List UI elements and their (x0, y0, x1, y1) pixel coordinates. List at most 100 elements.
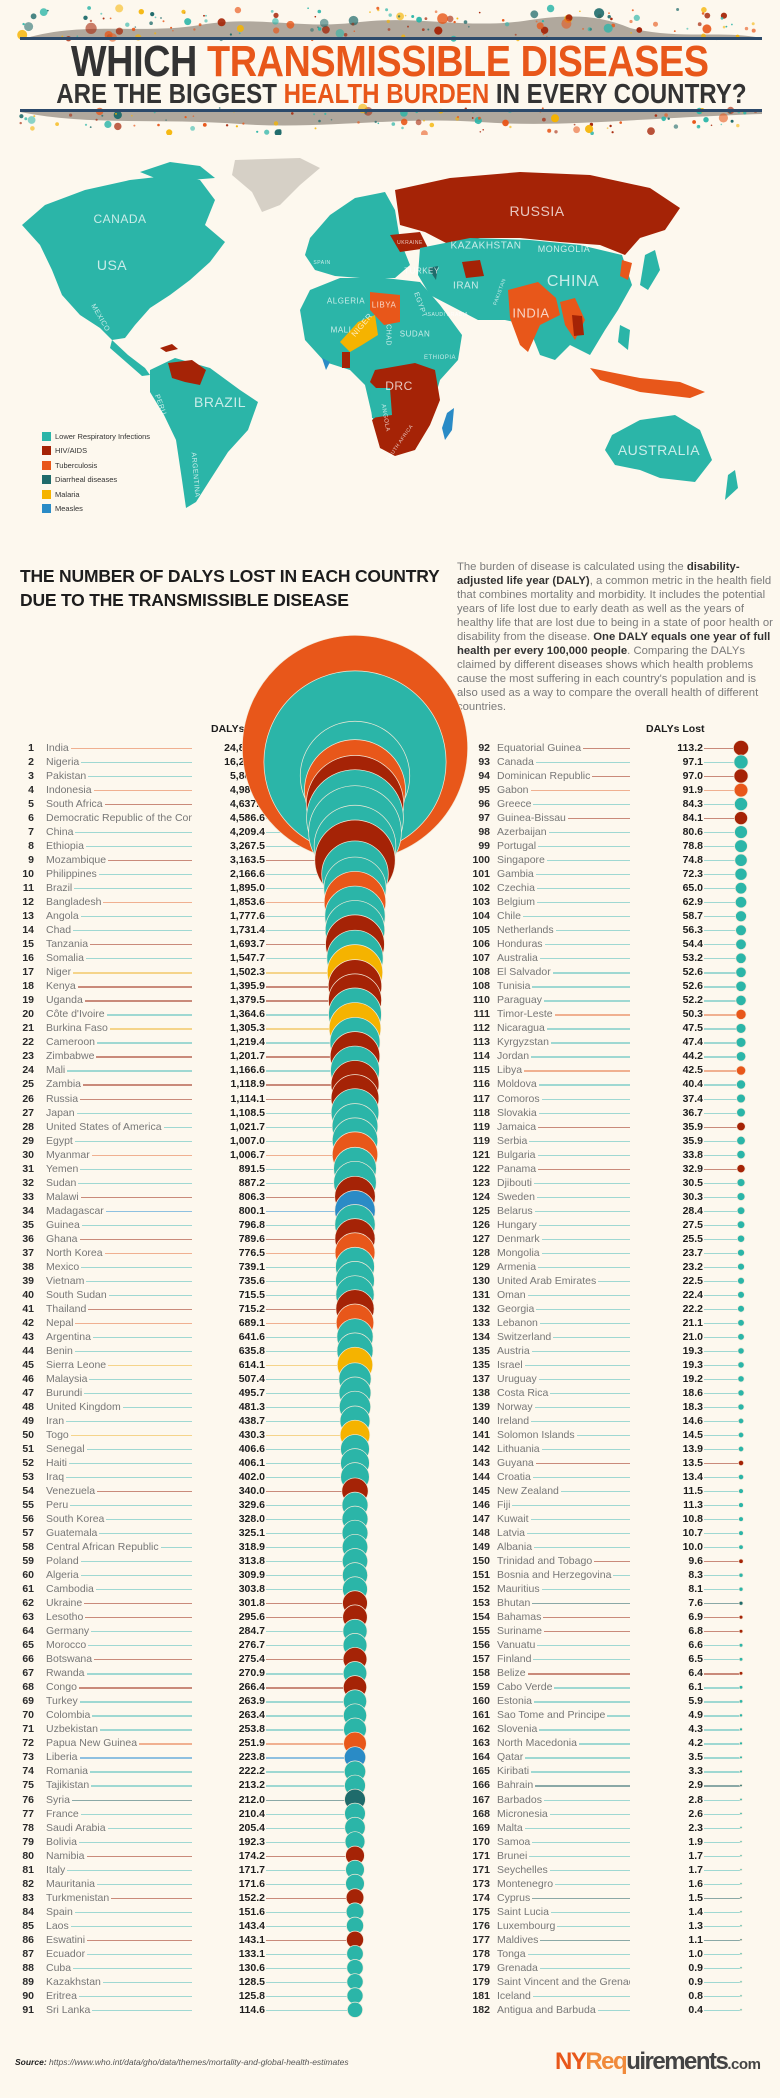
rank-number: 96 (478, 798, 490, 811)
dalys-value: 10.8 (630, 1512, 703, 1527)
dalys-value: 1,364.6 (192, 1007, 265, 1022)
country-name: Tajikistan (46, 1778, 92, 1793)
connector-line (266, 1799, 355, 1801)
dalys-value: 715.5 (192, 1287, 265, 1302)
table-row: 50 Togo 430.3 (0, 1427, 780, 1442)
confetti-dot (619, 121, 622, 124)
connector-line (266, 1280, 355, 1282)
table-row: 114 Jordan 44.2 (0, 1049, 780, 1064)
dalys-value: 65.0 (630, 881, 703, 896)
leader-line (497, 1084, 670, 1086)
rank-number: 174 (472, 1891, 490, 1904)
brand-logo[interactable]: NYRequirements.com (555, 2048, 761, 2075)
rank-number: 151 (472, 1569, 490, 1582)
leader-line (497, 1434, 670, 1437)
dalys-value: 14.6 (630, 1413, 703, 1428)
table-row: 99 Portugal 78.8 (0, 839, 780, 854)
confetti-dot (424, 17, 428, 20)
dalys-value: 62.9 (630, 895, 703, 910)
leader-line (46, 1533, 232, 1535)
dalys-value: 18.6 (630, 1385, 703, 1400)
country-name: Rwanda (46, 1666, 87, 1681)
table-row: 83 Turkmenistan 152.2 (0, 1890, 780, 1905)
table-row: 56 South Korea 328.0 (0, 1512, 780, 1527)
country-name: Lithuania (497, 1442, 542, 1456)
confetti-dot (629, 19, 633, 24)
leader-line (497, 1953, 670, 1955)
confetti-dot (134, 26, 137, 28)
connector-line (704, 1070, 741, 1072)
rank-number: 67 (22, 1667, 34, 1680)
dalys-value: 47.5 (630, 1021, 703, 1036)
map-label-mali: MALI (330, 325, 352, 335)
dalys-value: 402.0 (192, 1470, 265, 1485)
country-name: Sierra Leone (46, 1357, 109, 1372)
connector-line (266, 1869, 355, 1871)
country-name: Poland (46, 1554, 81, 1569)
leader-line (497, 1743, 670, 1745)
leader-line (46, 1140, 232, 1142)
table-row: 135 Austria 19.3 (0, 1343, 780, 1358)
rank-number: 146 (472, 1499, 490, 1512)
country-name: Belgium (497, 895, 537, 910)
confetti-dot (162, 20, 165, 23)
connector-line (266, 1841, 355, 1843)
country-name: Eritrea (46, 1988, 79, 2003)
dalys-value: 2.6 (630, 1806, 703, 1821)
dalys-value: 495.7 (192, 1385, 265, 1400)
leader-line (497, 1995, 670, 1997)
connector-line (704, 1757, 741, 1759)
rank-number: 182 (472, 2003, 490, 2016)
rank-number: 36 (22, 1232, 34, 1245)
leader-line (46, 1911, 232, 1913)
confetti-dot (202, 123, 207, 127)
dalys-value: 35.9 (630, 1133, 703, 1148)
confetti-dot (542, 33, 545, 36)
dalys-value: 3.3 (630, 1764, 703, 1779)
confetti-dot (434, 10, 438, 13)
legend-item-tuberculosis: Tuberculosis (42, 458, 150, 473)
connector-line (266, 1757, 355, 1759)
leader-line (497, 1855, 670, 1857)
confetti-dot (751, 28, 756, 33)
dalys-value: 303.8 (192, 1582, 265, 1597)
country-name: Papua New Guinea (46, 1736, 140, 1751)
confetti-dot (369, 11, 371, 13)
dalys-value: 152.2 (192, 1890, 265, 1905)
table-row: 154 Bahamas 6.9 (0, 1610, 780, 1625)
dalys-value: 614.1 (192, 1357, 265, 1372)
confetti-dot (351, 22, 355, 26)
rank-number: 29 (22, 1134, 34, 1147)
leader-line (497, 1785, 670, 1787)
table-row: 156 Vanuatu 6.6 (0, 1638, 780, 1653)
leader-line (497, 1140, 670, 1142)
connector-line (704, 1883, 741, 1885)
connector-line (704, 832, 741, 834)
country-name: Saint Vincent and the Grenadines (497, 1974, 656, 1989)
rank-number: 115 (473, 1064, 490, 1077)
country-name: Vanuatu (497, 1638, 538, 1653)
leader-line (46, 1000, 232, 1002)
dalys-value: 47.4 (630, 1035, 703, 1050)
rank-number: 153 (472, 1597, 490, 1610)
table-row: 29 Egypt 1,007.0 (0, 1133, 780, 1148)
table-row: 104 Chile 58.7 (0, 909, 780, 924)
leader-line (46, 1056, 232, 1058)
source-url[interactable]: https://www.who.int/data/gho/data/themes… (49, 2057, 349, 2067)
central-southern-africa (370, 363, 440, 456)
connector-line (704, 1336, 741, 1339)
dalys-value: 295.6 (192, 1610, 265, 1625)
leader-line (497, 1266, 670, 1268)
leader-line (497, 1308, 670, 1310)
leader-line (46, 986, 232, 988)
dalys-value: 223.8 (192, 1750, 265, 1765)
table-row: 147 Kuwait 10.8 (0, 1512, 780, 1527)
rank-number: 15 (22, 938, 34, 951)
table-row: 18 Kenya 1,395.9 (0, 979, 780, 994)
leader-line (46, 1420, 232, 1423)
confetti-dot (114, 122, 122, 131)
confetti-dot (234, 6, 242, 14)
leader-line (497, 916, 670, 918)
confetti-dot (388, 13, 392, 17)
rank-number: 23 (22, 1050, 34, 1063)
